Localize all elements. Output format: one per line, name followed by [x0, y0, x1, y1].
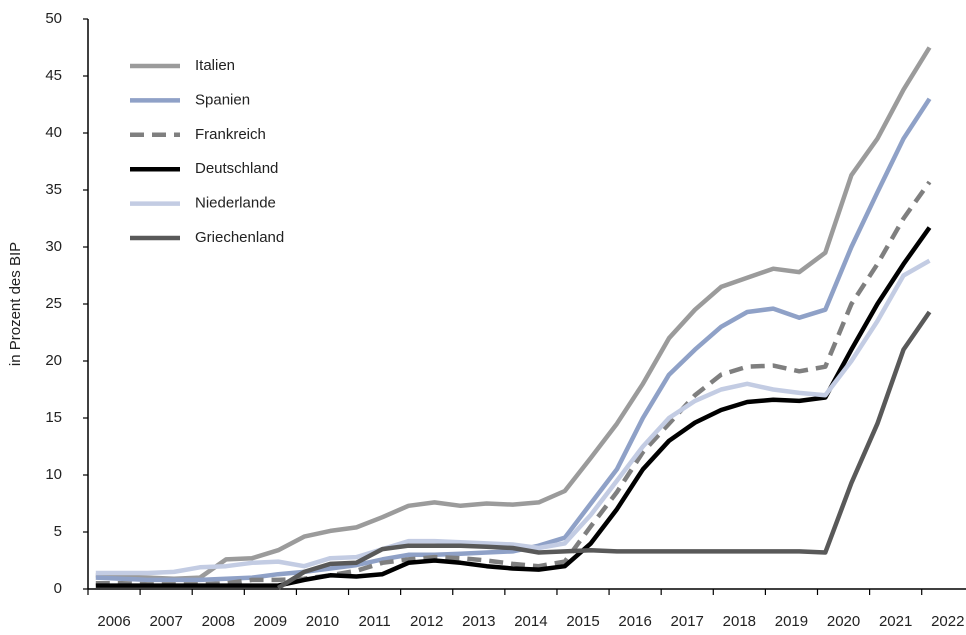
legend-label: Spanien [195, 91, 250, 108]
x-tick-label: 2021 [879, 613, 912, 630]
y-tick-label: 30 [45, 238, 62, 255]
x-tick-label: 2008 [202, 613, 235, 630]
x-tick-label: 2017 [671, 613, 704, 630]
y-tick-label: 45 [45, 67, 62, 84]
x-tick-label: 2010 [306, 613, 339, 630]
legend-label: Deutschland [195, 160, 278, 177]
x-tick-label: 2012 [410, 613, 443, 630]
x-tick-label: 2020 [827, 613, 860, 630]
y-tick-label: 15 [45, 409, 62, 426]
x-tick-label: 2019 [775, 613, 808, 630]
x-tick-label: 2011 [358, 613, 390, 630]
series-line [95, 258, 931, 576]
y-tick-label: 5 [54, 523, 62, 540]
legend-label: Griechenland [195, 229, 284, 246]
x-tick-label: 2018 [723, 613, 756, 630]
y-tick-label: 40 [45, 124, 62, 141]
x-tick-label: 2022 [931, 613, 964, 630]
x-tick-label: 2009 [254, 613, 287, 630]
x-tick-label: 2007 [149, 613, 182, 630]
y-tick-label: 25 [45, 295, 62, 312]
legend-label: Italien [195, 57, 235, 74]
y-tick-label: 35 [45, 181, 62, 198]
y-tick-label: 50 [45, 10, 62, 27]
x-tick-label: 2015 [566, 613, 599, 630]
series-line [95, 46, 932, 581]
y-tick-label: 10 [45, 466, 62, 483]
y-tick-label: 0 [54, 580, 62, 597]
x-tick-label: 2016 [618, 613, 651, 630]
y-tick-label: 20 [45, 352, 62, 369]
x-tick-label: 2013 [462, 613, 495, 630]
x-tick-label: 2006 [97, 613, 130, 630]
legend-label: Frankreich [195, 126, 266, 143]
series-line [95, 180, 932, 587]
series-line [277, 310, 932, 590]
series-line [95, 226, 932, 588]
x-tick-label: 2014 [514, 613, 547, 630]
y-axis-label: in Prozent des BIP [7, 242, 24, 366]
series-line [95, 97, 932, 583]
legend-label: Niederlande [195, 195, 276, 212]
